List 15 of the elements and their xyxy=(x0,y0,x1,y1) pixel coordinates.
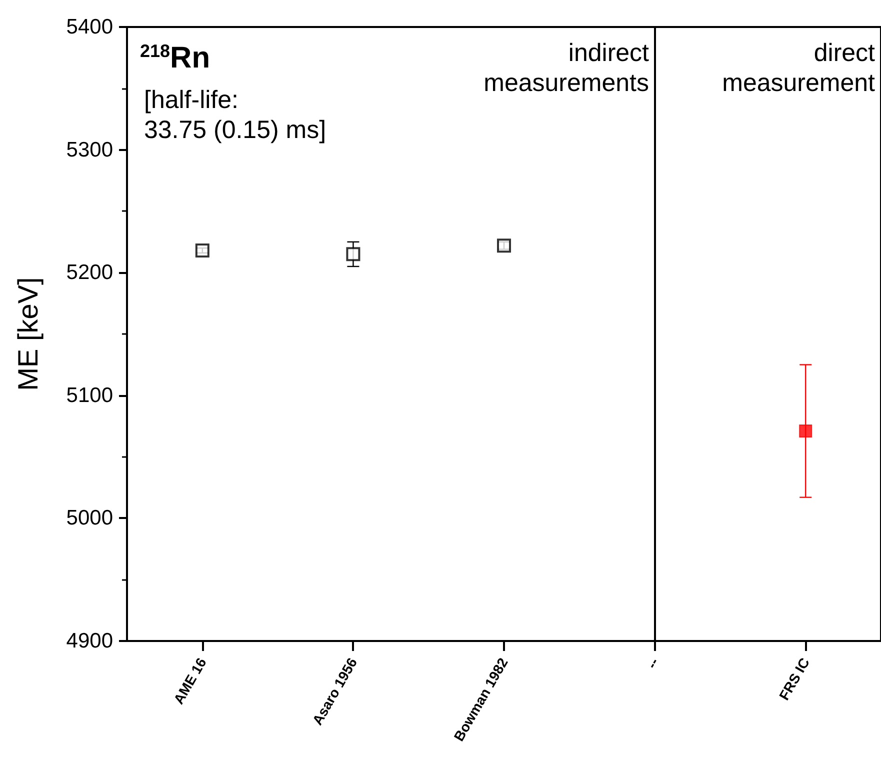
y-tick-label: 5300 xyxy=(66,138,113,162)
y-axis-title: ME [keV] xyxy=(12,277,44,391)
annotation: indirect measurements xyxy=(484,39,650,97)
point xyxy=(497,238,511,253)
annotation: direct measurement xyxy=(722,39,876,97)
point xyxy=(799,424,812,438)
y-tick-label: 5400 xyxy=(66,16,113,38)
point xyxy=(195,243,210,258)
annotation: [half-life: 33.75 (0.15) ms] xyxy=(144,86,326,144)
point xyxy=(346,247,360,262)
y-tick-label: 5100 xyxy=(66,384,113,407)
x-tick-label: -- xyxy=(643,654,662,672)
y-tick-label: 4900 xyxy=(66,630,113,652)
y-tick-label: 5000 xyxy=(66,506,113,530)
y-tick-label: 5200 xyxy=(66,261,113,284)
